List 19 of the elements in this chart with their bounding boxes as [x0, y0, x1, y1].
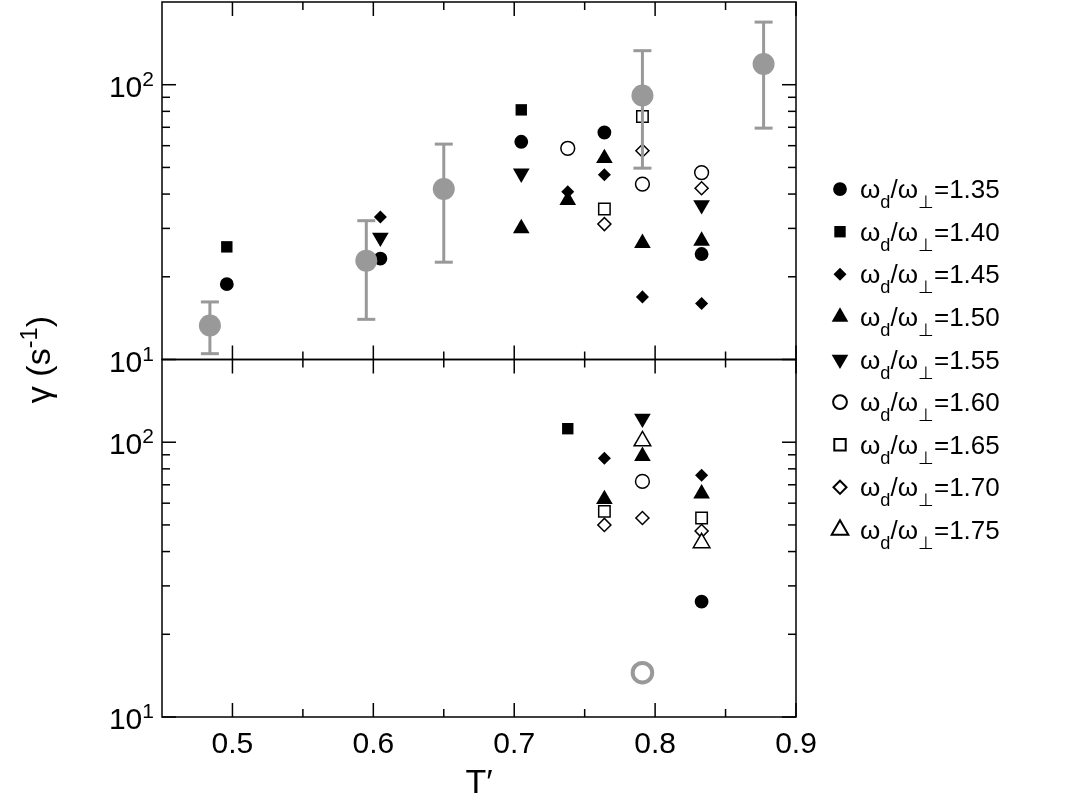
x-tick-label: 0.6 — [352, 726, 395, 759]
legend-label: ω$_{d}$/ω$_{⊥}$=1.55 — [860, 344, 1000, 383]
legend-label: ω$_{d}$/ω$_{⊥}$=1.40 — [860, 216, 1000, 255]
legend-label: ω$_{d}$/ω$_{⊥}$=1.70 — [860, 472, 1000, 511]
y-tick-label: 10$^{2}$ — [108, 66, 154, 103]
x-axis-title: T′ — [465, 762, 493, 795]
legend-label: ω$_{d}$/ω$_{⊥}$=1.45 — [860, 259, 1000, 298]
x-tick-label: 0.5 — [211, 726, 254, 759]
legend-label: ω$_{d}$/ω$_{⊥}$=1.60 — [860, 387, 1000, 426]
y-tick-label: 10$^{1}$ — [108, 698, 154, 735]
legend-label: ω$_{d}$/ω$_{⊥}$=1.50 — [860, 301, 1000, 340]
y-tick-label: 10$^{1}$ — [108, 341, 154, 378]
legend-label: ω$_{d}$/ω$_{⊥}$=1.75 — [860, 514, 1000, 553]
legend-label: ω$_{d}$/ω$_{⊥}$=1.35 — [860, 174, 1000, 213]
x-tick-label: 0.8 — [634, 726, 676, 759]
y-tick-label: 10$^{2}$ — [108, 423, 154, 461]
x-tick-label: 0.9 — [775, 726, 817, 759]
legend-label: ω$_{d}$/ω$_{⊥}$=1.65 — [860, 429, 1000, 468]
x-tick-label: 0.7 — [493, 726, 536, 759]
